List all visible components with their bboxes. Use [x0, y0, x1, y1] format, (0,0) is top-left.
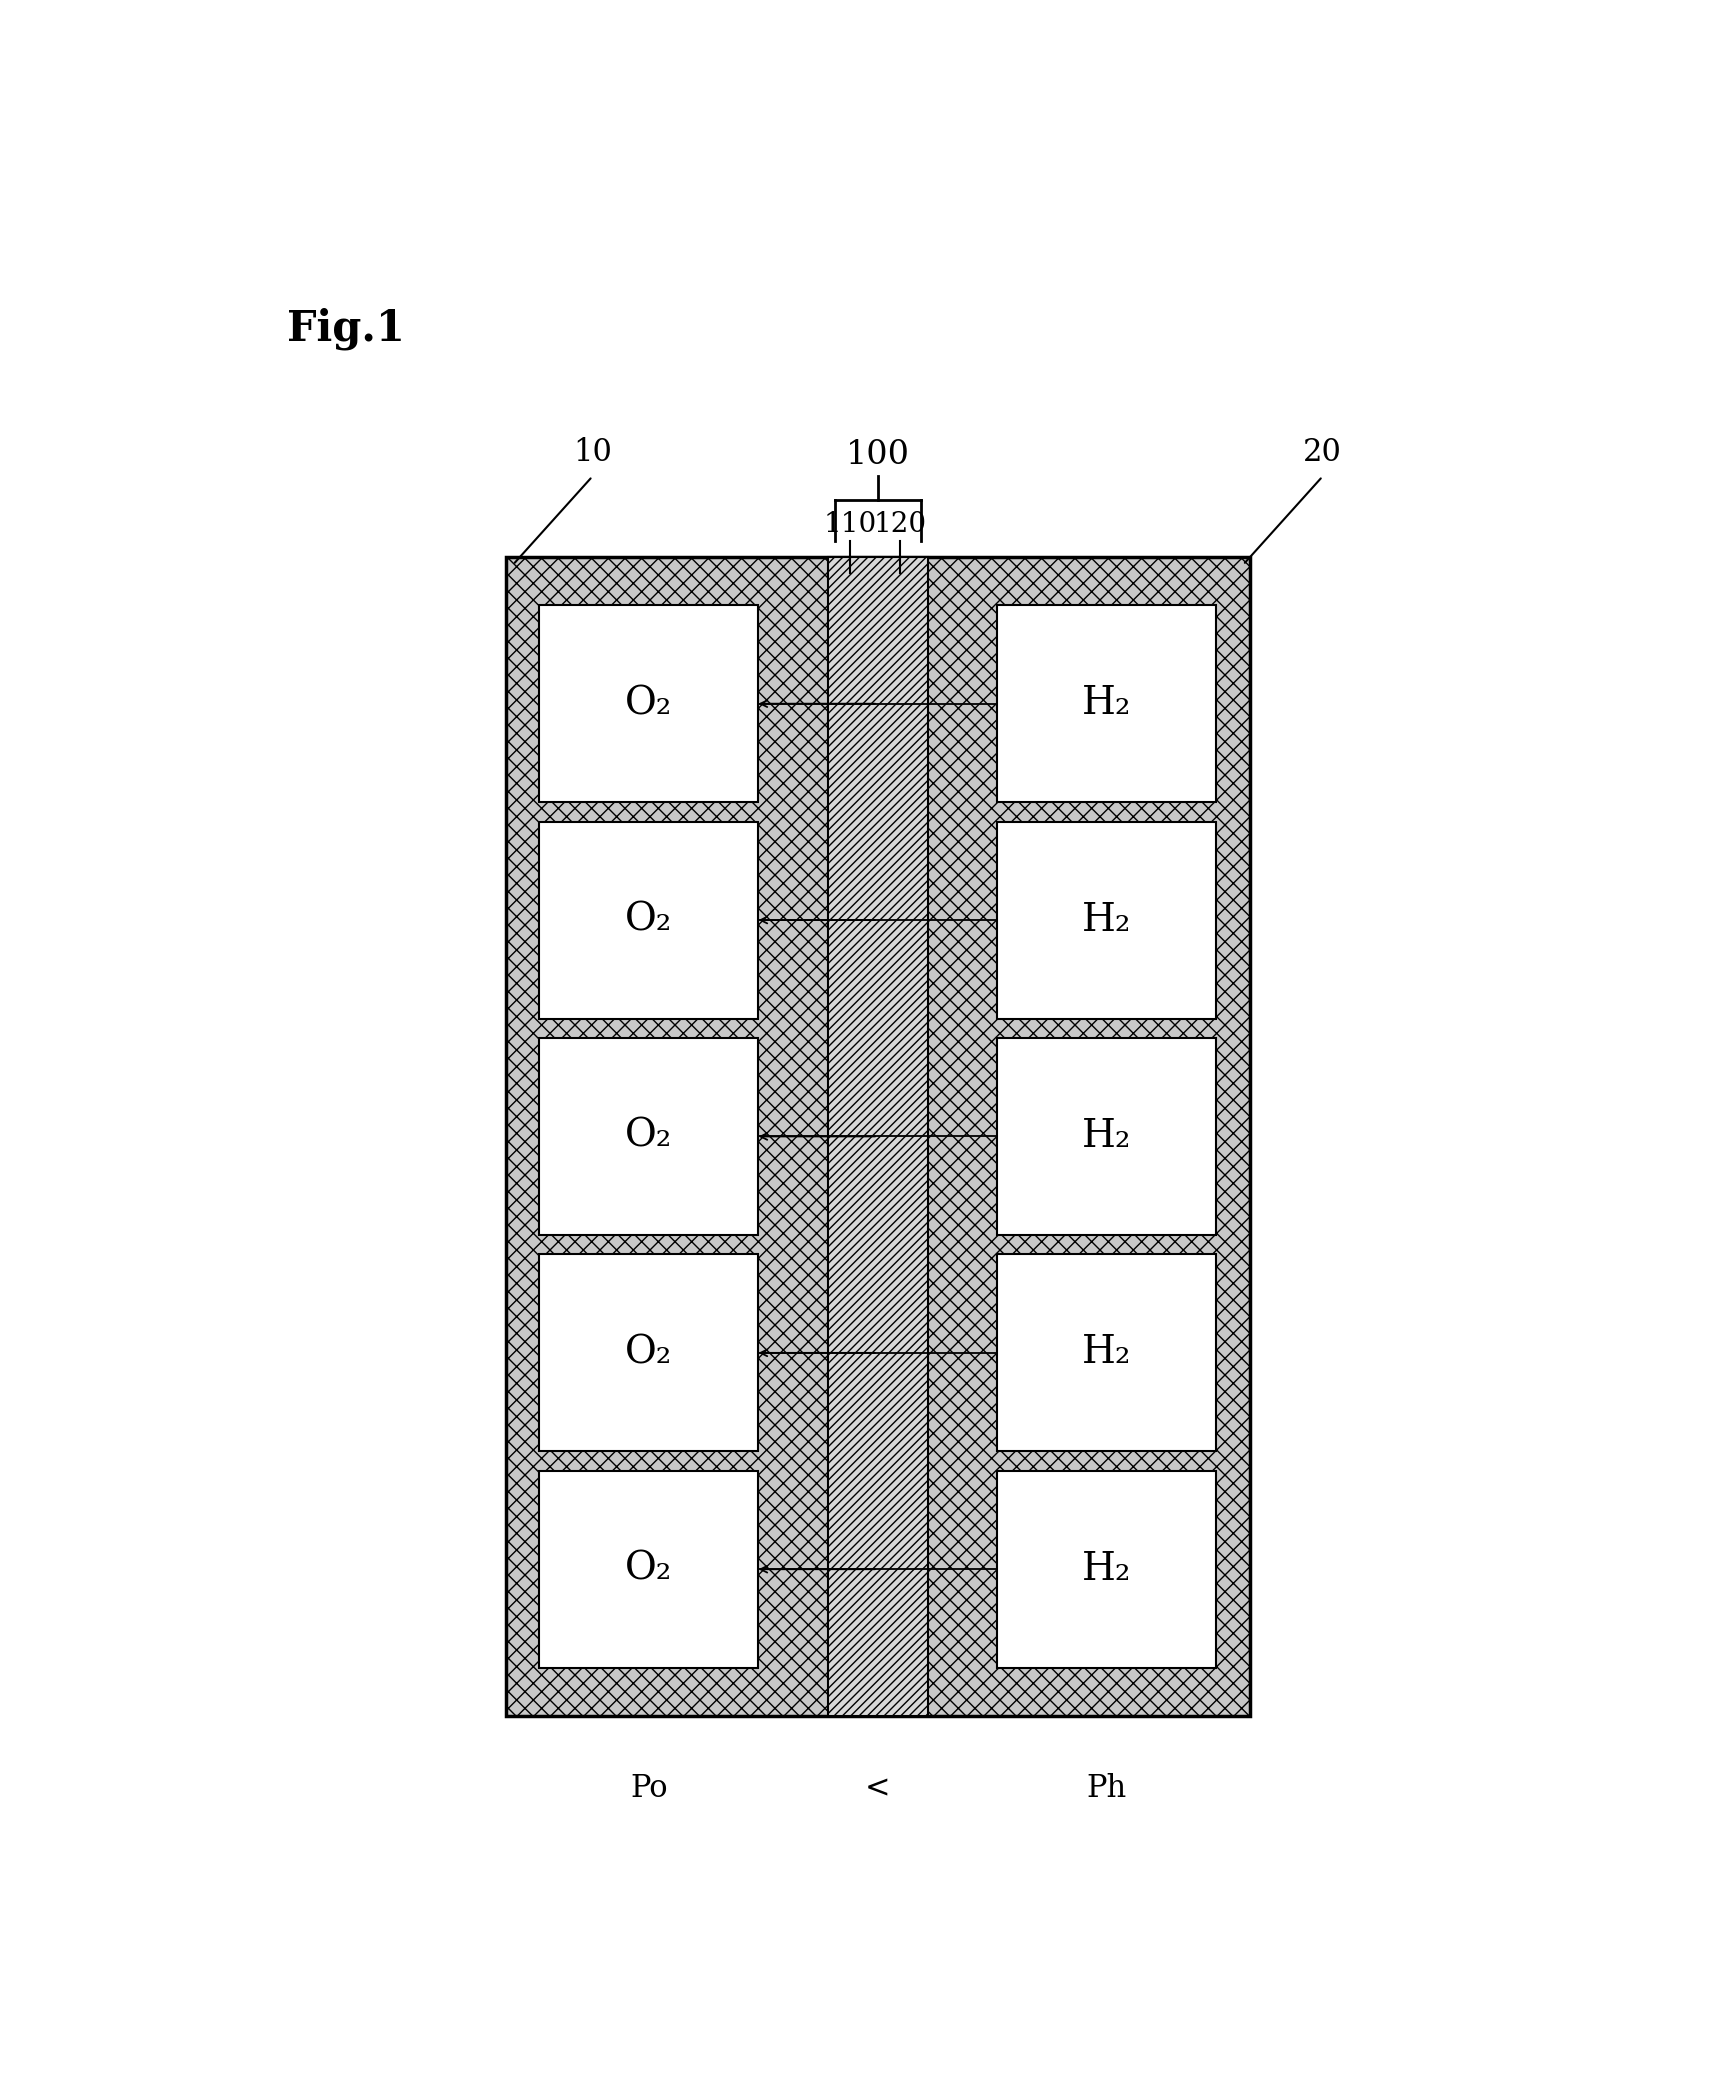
Text: O₂: O₂ [625, 1334, 673, 1372]
Bar [540, 822, 759, 1018]
Text: H₂: H₂ [1083, 1334, 1132, 1372]
Bar [507, 556, 1250, 1717]
Bar [997, 822, 1216, 1018]
Bar [997, 1037, 1216, 1236]
Text: 10: 10 [574, 437, 612, 468]
Text: Fig.1: Fig.1 [288, 307, 404, 349]
Bar [997, 1470, 1216, 1669]
Bar [997, 1255, 1216, 1451]
Bar [540, 1255, 759, 1451]
Bar [827, 556, 928, 1717]
Text: H₂: H₂ [1083, 901, 1132, 939]
Text: Po: Po [630, 1773, 668, 1805]
Text: 120: 120 [874, 510, 927, 537]
Text: O₂: O₂ [625, 1552, 673, 1587]
Bar [540, 1037, 759, 1236]
Text: O₂: O₂ [625, 901, 673, 939]
Text: 100: 100 [846, 439, 910, 470]
Text: H₂: H₂ [1083, 1552, 1132, 1587]
Text: O₂: O₂ [625, 1119, 673, 1154]
Bar [997, 604, 1216, 803]
Text: H₂: H₂ [1083, 686, 1132, 721]
Bar [540, 1470, 759, 1669]
Text: H₂: H₂ [1083, 1119, 1132, 1154]
Text: Ph: Ph [1086, 1773, 1127, 1805]
Text: 20: 20 [1304, 437, 1341, 468]
Text: O₂: O₂ [625, 686, 673, 721]
Bar [540, 604, 759, 803]
Text: 110: 110 [824, 510, 877, 537]
Text: <: < [865, 1773, 891, 1805]
